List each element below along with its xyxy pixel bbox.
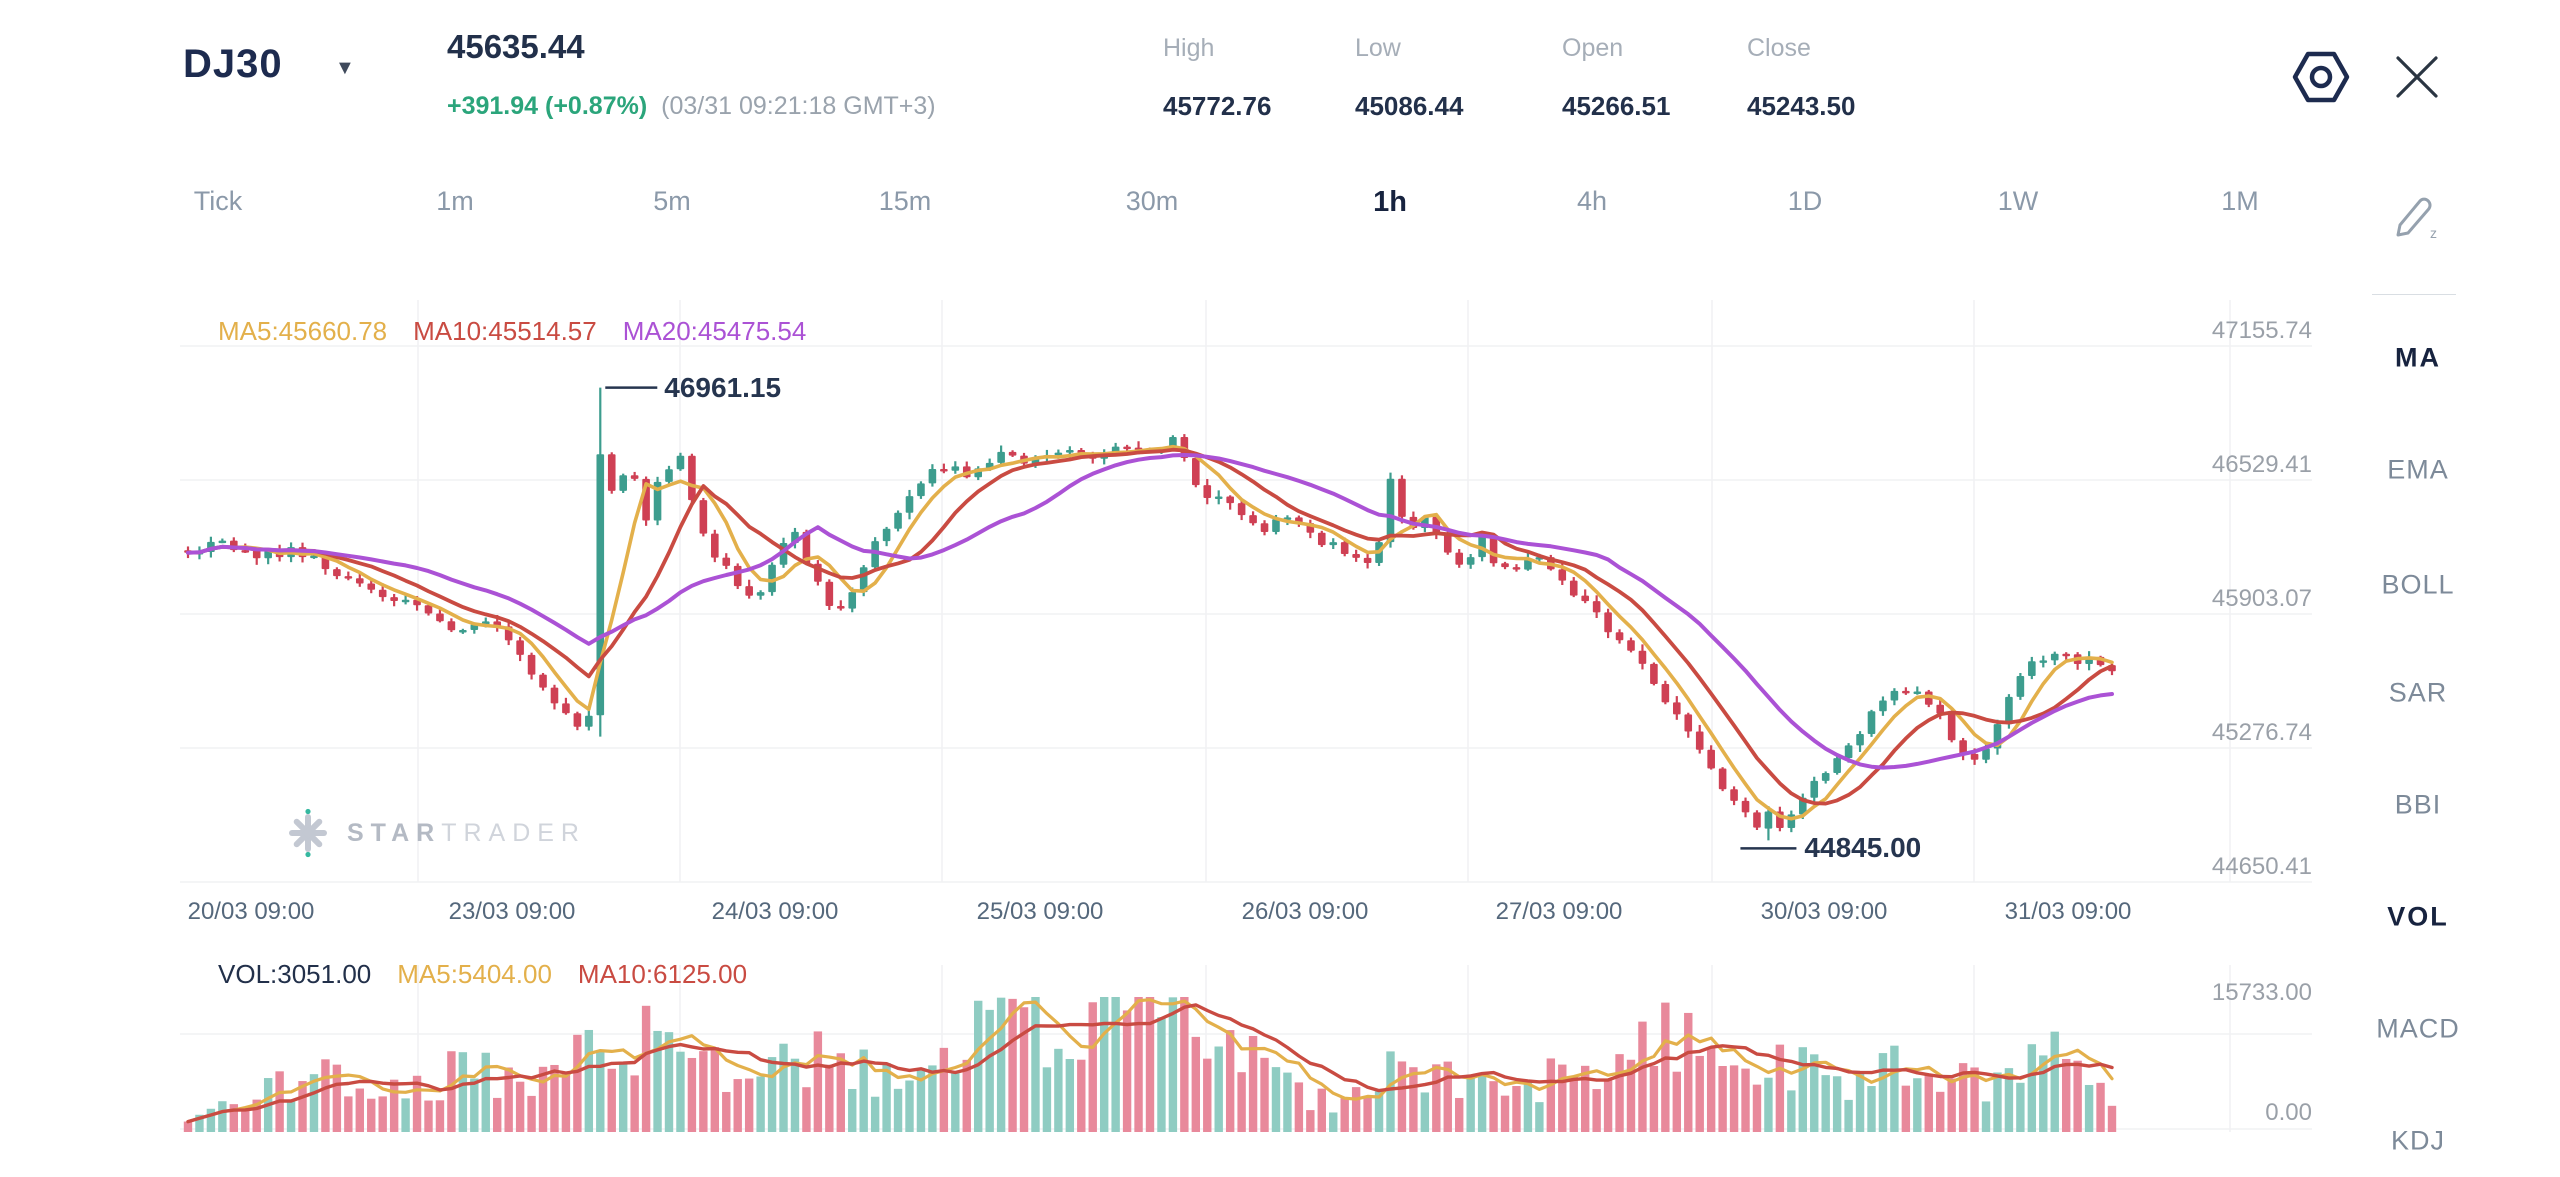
price-change: +391.94 (+0.87%) [447, 92, 648, 120]
x-axis-label: 27/03 09:00 [1495, 898, 1623, 925]
stat-high-label: High [1163, 34, 1215, 62]
x-axis-label: 24/03 09:00 [711, 898, 839, 925]
stat-close: Close 45243.50 [1747, 34, 1947, 122]
price-axis-label: 44650.41 [2211, 853, 2312, 880]
vol-value-legend: VOL:3051.00 [218, 959, 372, 989]
vol-ma10-legend: MA10:6125.00 [577, 959, 748, 989]
tab-4h[interactable]: 4h [1576, 186, 1608, 216]
x-axis-label: 26/03 09:00 [1241, 898, 1369, 925]
ma20-legend: MA20:45475.54 [622, 316, 807, 346]
price-axis-label: 47155.74 [2211, 317, 2312, 344]
quote-timestamp: (03/31 09:21:18 GMT+3) [661, 92, 936, 120]
stat-open-label: Open [1562, 34, 1624, 62]
stat-high-value: 45772.76 [1163, 91, 1272, 121]
x-axis-label: 25/03 09:00 [976, 898, 1104, 925]
ma10-legend: MA10:45514.57 [413, 316, 597, 346]
symbol-dropdown-caret[interactable]: ▼ [335, 57, 355, 79]
symbol-title[interactable]: DJ30 [183, 42, 283, 86]
startrader-logo-icon [289, 808, 327, 858]
tab-1h[interactable]: 1h [1373, 186, 1407, 218]
last-price: 45635.44 [447, 28, 585, 65]
stat-low: Low 45086.44 [1355, 34, 1555, 122]
draw-tools-icon[interactable]: z [2390, 194, 2442, 240]
low-annotation: 44845.00 [1804, 832, 1922, 864]
tab-tick[interactable]: Tick [193, 186, 243, 216]
stat-close-label: Close [1747, 34, 1811, 62]
ma-legend: MA5:45660.78 MA10:45514.57 MA20:45475.54 [218, 316, 832, 347]
x-axis-label: 30/03 09:00 [1760, 898, 1888, 925]
tab-1w[interactable]: 1W [1997, 186, 2039, 216]
price-axis-label: 45276.74 [2211, 719, 2312, 746]
tab-30m[interactable]: 30m [1125, 186, 1179, 216]
vol-ma5-legend: MA5:5404.00 [397, 959, 552, 989]
watermark-brand-primary: STAR [347, 818, 442, 847]
stat-open-value: 45266.51 [1562, 91, 1671, 121]
x-axis-label: 31/03 09:00 [2004, 898, 2132, 925]
volume-axis-label: 15733.00 [2211, 979, 2312, 1006]
tab-1d[interactable]: 1D [1787, 186, 1823, 216]
ma5-legend: MA5:45660.78 [218, 316, 388, 346]
stat-low-value: 45086.44 [1355, 91, 1464, 121]
tab-1m[interactable]: 1m [436, 186, 474, 216]
x-axis-label: 20/03 09:00 [187, 898, 315, 925]
indicator-macd[interactable]: MACD [2376, 1013, 2460, 1044]
svg-text:z: z [2430, 225, 2437, 240]
indicator-bbi[interactable]: BBI [2394, 789, 2442, 820]
indicator-kdj[interactable]: KDJ [2390, 1125, 2446, 1156]
tab-1m-month[interactable]: 1M [2221, 186, 2259, 216]
sidebar-divider [2372, 294, 2456, 295]
tab-5m[interactable]: 5m [653, 186, 691, 216]
price-axis-label: 45903.07 [2211, 585, 2312, 612]
stat-high: High 45772.76 [1163, 34, 1363, 122]
indicator-ma[interactable]: MA [2395, 342, 2441, 373]
tab-15m[interactable]: 15m [878, 186, 932, 216]
indicator-ema[interactable]: EMA [2387, 454, 2449, 485]
indicator-sar[interactable]: SAR [2388, 677, 2448, 708]
watermark-brand-secondary: TRADER [441, 818, 586, 847]
stat-close-value: 45243.50 [1747, 91, 1856, 121]
high-annotation: 46961.15 [664, 371, 782, 403]
indicator-vol[interactable]: VOL [2387, 901, 2449, 932]
watermark: STAR TRADER [283, 808, 586, 858]
indicator-boll[interactable]: BOLL [2381, 569, 2455, 600]
price-axis-label: 46529.41 [2211, 451, 2312, 478]
vol-legend: VOL:3051.00 MA5:5404.00 MA10:6125.00 [218, 959, 773, 990]
price-change-row: +391.94 (+0.87%) (03/31 09:21:18 GMT+3) [447, 92, 936, 121]
close-icon[interactable] [2394, 54, 2440, 100]
volume-axis-label: 0.00 [2265, 1099, 2312, 1126]
settings-icon[interactable] [2292, 48, 2350, 106]
stat-open: Open 45266.51 [1562, 34, 1762, 122]
x-axis-label: 23/03 09:00 [448, 898, 576, 925]
stat-low-label: Low [1355, 34, 1401, 62]
